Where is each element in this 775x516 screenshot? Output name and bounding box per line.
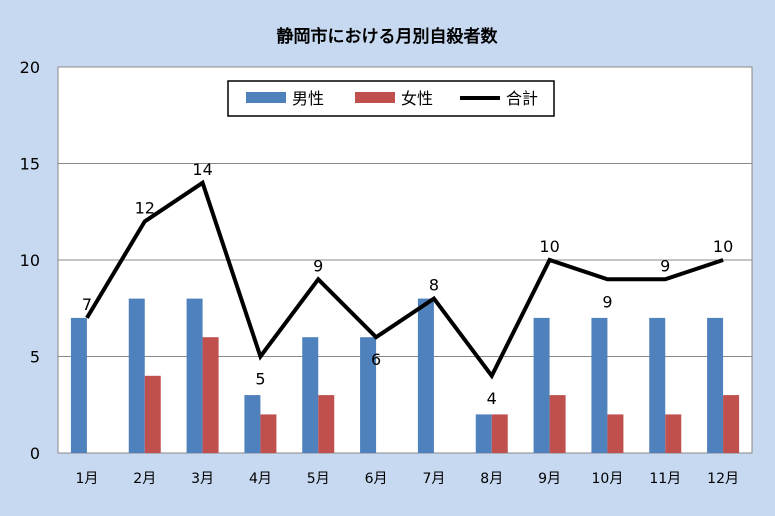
data-label-total: 12: [135, 198, 155, 217]
y-axis-ticks: 0 5 10 15 20: [20, 58, 40, 463]
data-label-total: 14: [192, 160, 212, 179]
bar-female: [723, 395, 740, 453]
legend-swatch-female: [355, 92, 395, 103]
bar-male: [360, 337, 377, 453]
bar-male: [475, 414, 492, 453]
x-tick-label: 6月: [365, 471, 388, 487]
x-tick-label: 3月: [191, 471, 214, 487]
x-axis-ticks: 1月 2月 3月 4月 5月 6月 7月 8月 9月 10月 11月 12月: [75, 471, 739, 487]
data-label-total: 5: [255, 370, 265, 389]
x-tick-label: 11月: [649, 471, 681, 487]
bar-male: [244, 395, 261, 453]
bar-male: [649, 317, 666, 453]
y-tick-label: 0: [30, 444, 40, 463]
data-label-total: 9: [313, 256, 323, 275]
data-label-total: 10: [713, 237, 733, 256]
total-line: [85, 179, 724, 380]
data-label-total: 4: [487, 389, 497, 408]
bar-female: [144, 375, 161, 453]
data-label-total: 7: [82, 295, 92, 314]
bar-female: [607, 414, 624, 453]
x-tick-label: 2月: [133, 471, 156, 487]
bar-male: [302, 337, 319, 453]
legend-label-female: 女性: [401, 89, 433, 108]
chart-title: 静岡市における月別自殺者数: [277, 26, 499, 47]
y-tick-label: 10: [20, 251, 40, 270]
bar-male: [533, 317, 550, 453]
y-tick-label: 15: [20, 155, 40, 174]
gridlines: [58, 66, 752, 357]
bar-female: [202, 337, 219, 453]
data-labels-group: 7 12 14 5 9 6 8 4 10 9 9 10: [82, 160, 733, 408]
x-tick-label: 10月: [592, 471, 624, 487]
x-tick-label: 7月: [422, 471, 445, 487]
x-tick-label: 12月: [707, 471, 739, 487]
data-label-total: 6: [371, 350, 381, 369]
y-tick-label: 20: [20, 58, 40, 77]
bars-group: [70, 298, 740, 453]
bar-male: [591, 317, 608, 453]
bar-female: [491, 414, 508, 453]
total-line-group: [85, 179, 724, 380]
x-tick-label: 4月: [249, 471, 272, 487]
bar-male: [186, 298, 203, 453]
x-tick-label: 9月: [538, 471, 561, 487]
legend-swatch-male: [246, 92, 286, 103]
x-tick-label: 8月: [480, 471, 503, 487]
data-label-total: 10: [539, 237, 559, 256]
bar-female: [318, 395, 335, 453]
bar-male: [707, 317, 724, 453]
bar-female: [260, 414, 277, 453]
legend-label-total: 合計: [506, 89, 538, 108]
data-label-total: 8: [429, 276, 439, 295]
x-tick-label: 5月: [307, 471, 330, 487]
data-label-total: 9: [602, 292, 612, 311]
bar-female: [665, 414, 682, 453]
bar-female: [549, 395, 566, 453]
legend-label-male: 男性: [292, 89, 324, 108]
bar-male: [128, 298, 145, 453]
bar-male: [417, 298, 434, 453]
bar-male: [70, 317, 87, 453]
y-tick-label: 5: [30, 348, 40, 367]
x-tick-label: 1月: [75, 471, 98, 487]
data-label-total: 9: [660, 256, 670, 275]
legend: 男性 女性 合計: [227, 80, 555, 117]
